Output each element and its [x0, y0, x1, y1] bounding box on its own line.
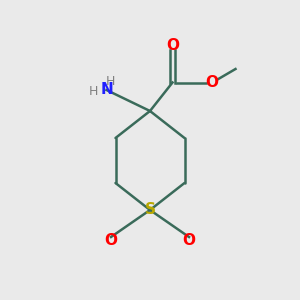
- Text: O: O: [205, 75, 218, 90]
- Text: H: H: [105, 75, 115, 88]
- Text: N: N: [100, 82, 113, 98]
- Text: O: O: [104, 233, 118, 248]
- Text: S: S: [145, 202, 155, 217]
- Text: H: H: [89, 85, 99, 98]
- Text: O: O: [166, 38, 179, 52]
- Text: O: O: [182, 233, 196, 248]
